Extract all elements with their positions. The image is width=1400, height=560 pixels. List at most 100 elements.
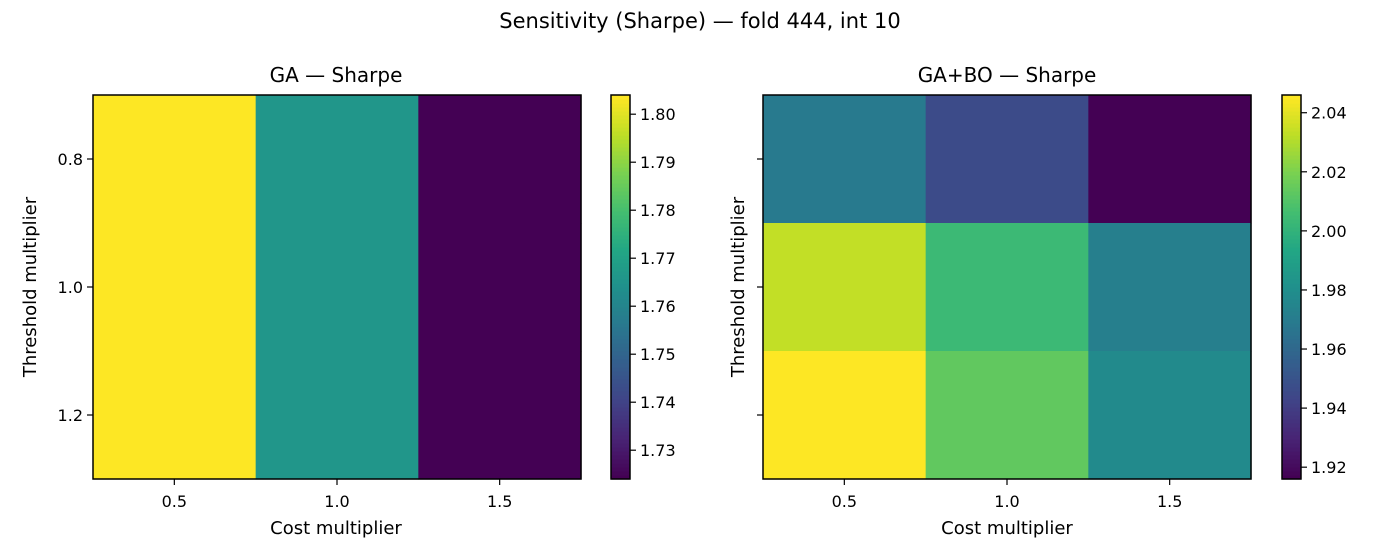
colorbar-ticks-ga-bo: 1.92 1.94 1.96 1.98 2.00 2.02 2.04 <box>1301 104 1347 477</box>
colorbar-segment <box>1282 415 1301 420</box>
colorbar-segment <box>1282 351 1301 356</box>
colorbar-segment <box>611 471 630 476</box>
heatmap-cell <box>763 351 927 480</box>
colorbar-segment <box>1282 227 1301 232</box>
colorbar-segment <box>1282 263 1301 268</box>
colorbar-segment <box>1282 127 1301 132</box>
colorbar-segment <box>1282 319 1301 324</box>
colorbar-segment <box>1282 311 1301 316</box>
colorbar-segment <box>611 371 630 376</box>
colorbar-segment <box>611 151 630 156</box>
heatmap-cell <box>925 351 1089 480</box>
x-tick-label: 1.0 <box>324 492 349 511</box>
colorbar-segment <box>1282 411 1301 416</box>
colorbar-segment <box>611 155 630 160</box>
y-tick-label: 1.0 <box>58 278 83 297</box>
colorbar-segment <box>1282 175 1301 180</box>
colorbar-segment <box>611 203 630 208</box>
colorbar-segment <box>611 211 630 216</box>
colorbar-segment <box>611 139 630 144</box>
colorbar-segment <box>1282 107 1301 112</box>
colorbar-segment <box>611 351 630 356</box>
colorbar-segment <box>1282 447 1301 452</box>
heatmap-cell <box>418 223 582 352</box>
colorbar-segment <box>611 367 630 372</box>
colorbar-segment <box>1282 407 1301 412</box>
colorbar-segment <box>611 455 630 460</box>
colorbar-tick-label: 2.02 <box>1311 163 1347 182</box>
colorbar-segment <box>611 107 630 112</box>
colorbar-tick-label: 1.73 <box>640 441 676 460</box>
colorbar-segment <box>1282 335 1301 340</box>
colorbar-segment <box>1282 419 1301 424</box>
x-tick-label: 0.5 <box>162 492 187 511</box>
colorbar-segment <box>1282 255 1301 260</box>
colorbar-segment <box>611 311 630 316</box>
colorbar-segment <box>611 427 630 432</box>
colorbar-segment <box>611 435 630 440</box>
x-tick-label: 1.0 <box>994 492 1019 511</box>
heatmap-cell <box>255 223 419 352</box>
colorbar-segment <box>611 243 630 248</box>
colorbar-segment <box>1282 399 1301 404</box>
colorbar-segment <box>1282 187 1301 192</box>
colorbar-segment <box>611 395 630 400</box>
colorbar-segment <box>1282 119 1301 124</box>
y-ticks-ga: 0.8 1.0 1.2 <box>58 150 93 425</box>
colorbar-ga <box>611 95 630 480</box>
x-ticks-ga-bo: 0.5 1.0 1.5 <box>832 479 1182 511</box>
colorbar-segment <box>611 331 630 336</box>
colorbar-segment <box>611 227 630 232</box>
colorbar-segment <box>1282 423 1301 428</box>
colorbar-tick-label: 1.75 <box>640 345 676 364</box>
colorbar-segment <box>1282 207 1301 212</box>
colorbar-segment <box>1282 143 1301 148</box>
colorbar-segment <box>611 259 630 264</box>
colorbar-tick-label: 1.74 <box>640 393 676 412</box>
colorbar-segment <box>611 315 630 320</box>
colorbar-segment <box>611 299 630 304</box>
colorbar-segment <box>611 303 630 308</box>
colorbar-segment <box>1282 243 1301 248</box>
figure-suptitle: Sensitivity (Sharpe) — fold 444, int 10 <box>499 9 900 33</box>
heatmap-cells-ga-bo <box>763 95 1252 480</box>
colorbar-segment <box>611 375 630 380</box>
colorbar-segment <box>611 383 630 388</box>
colorbar-segment <box>611 123 630 128</box>
colorbar-segment <box>611 207 630 212</box>
colorbar-segment <box>611 387 630 392</box>
colorbar-segment <box>1282 259 1301 264</box>
colorbar-tick-label: 1.78 <box>640 201 676 220</box>
colorbar-segment <box>611 411 630 416</box>
colorbar-segment <box>1282 439 1301 444</box>
colorbar-segment <box>1282 355 1301 360</box>
colorbar-segment <box>611 451 630 456</box>
y-axis-label-ga: Threshold multiplier <box>20 196 41 378</box>
colorbar-segment <box>611 399 630 404</box>
colorbar-segment <box>1282 395 1301 400</box>
colorbar-segment <box>611 223 630 228</box>
colorbar-segment <box>611 391 630 396</box>
colorbar-segment <box>611 407 630 412</box>
colorbar-segment <box>1282 295 1301 300</box>
colorbar-segment <box>1282 271 1301 276</box>
colorbar-frame-ga <box>610 94 631 480</box>
colorbar-segment <box>1282 435 1301 440</box>
colorbar-segment <box>611 295 630 300</box>
colorbar-segment <box>1282 331 1301 336</box>
colorbar-segment <box>1282 471 1301 476</box>
colorbar-segment <box>1282 375 1301 380</box>
x-tick-label: 1.5 <box>487 492 512 511</box>
colorbar-segment <box>1282 239 1301 244</box>
x-tick-label: 1.5 <box>1157 492 1182 511</box>
y-tick-label: 0.8 <box>58 150 83 169</box>
colorbar-segment <box>611 275 630 280</box>
colorbar-segment <box>1282 123 1301 128</box>
colorbar-segment <box>1282 167 1301 172</box>
colorbar-segment <box>1282 251 1301 256</box>
colorbar-segment <box>611 323 630 328</box>
colorbar-segment <box>611 403 630 408</box>
colorbar-tick-label: 1.80 <box>640 105 676 124</box>
colorbar-segment <box>611 475 630 480</box>
colorbar-segment <box>1282 179 1301 184</box>
